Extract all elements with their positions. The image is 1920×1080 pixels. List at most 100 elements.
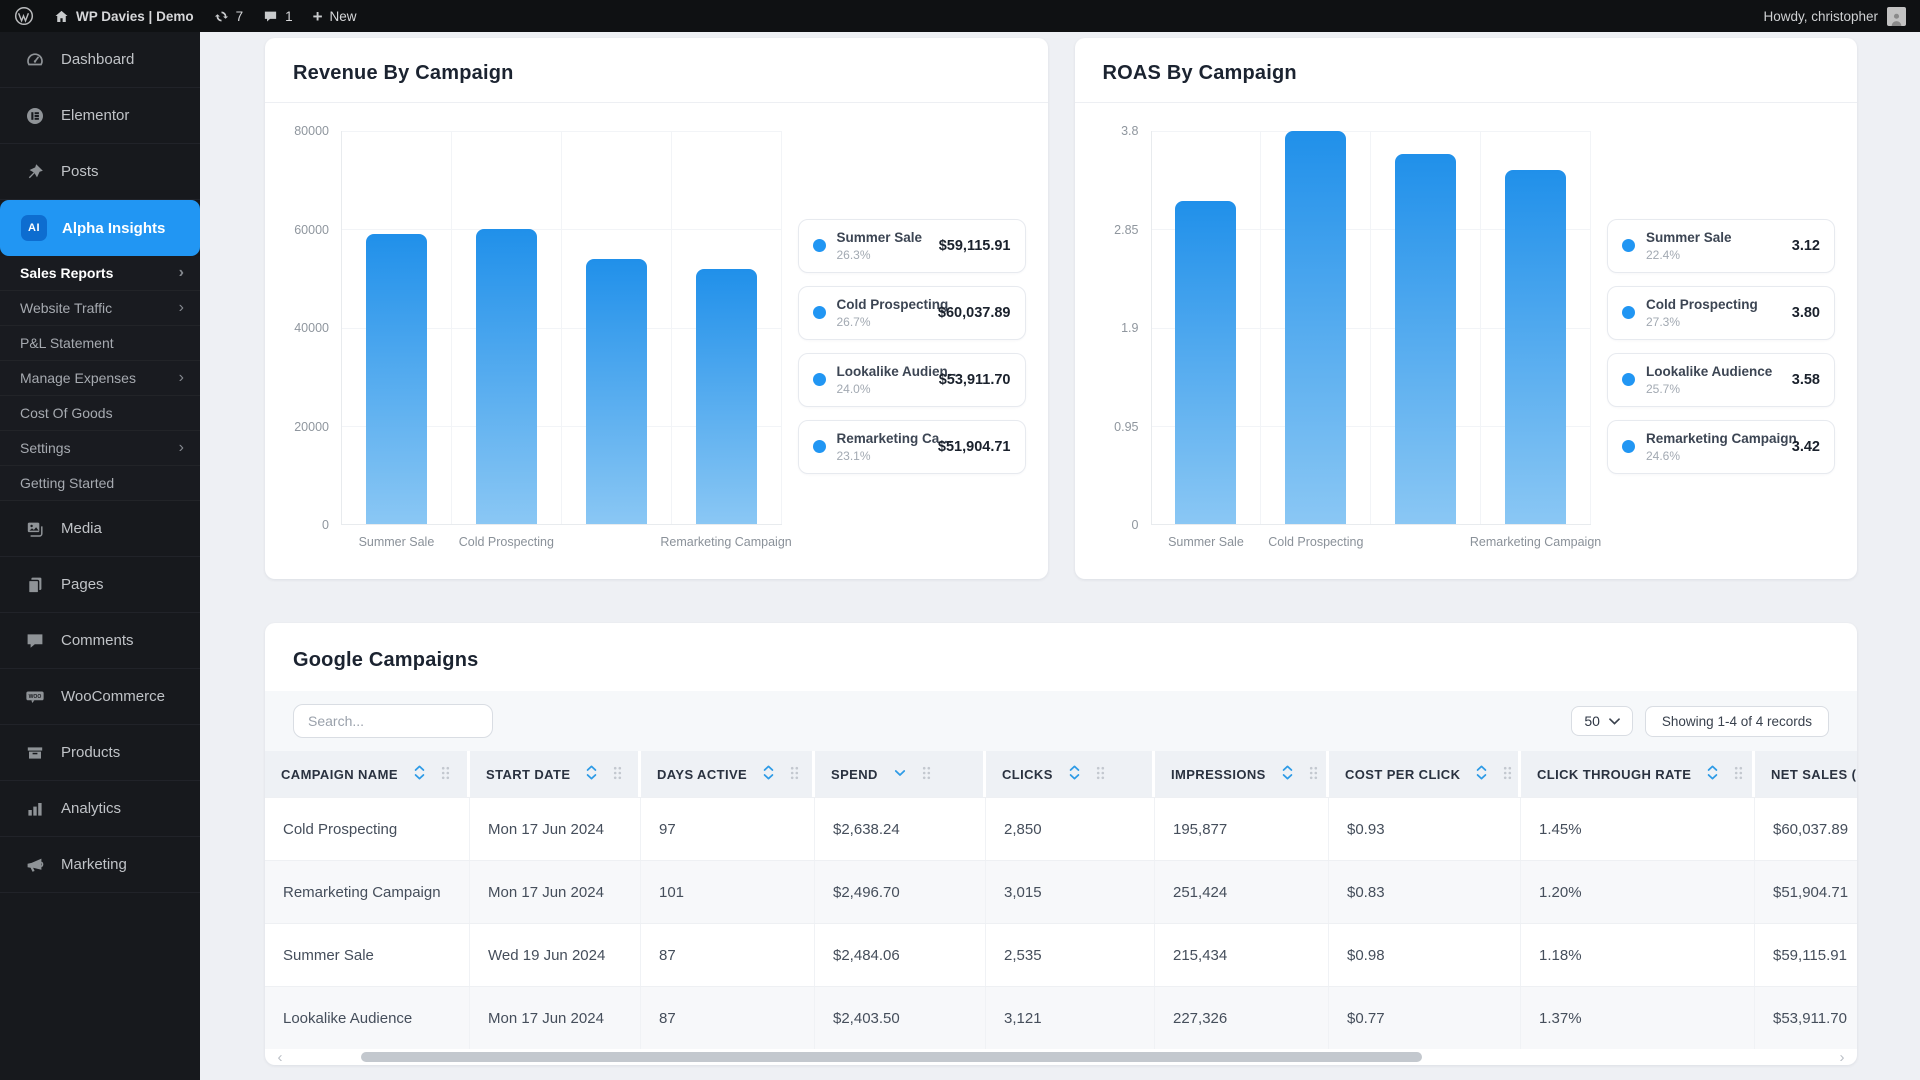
table-cell: $59,115.91 (1755, 924, 1857, 986)
drag-handle-icon[interactable] (1503, 766, 1512, 783)
alpha-insights-icon: AI (21, 215, 47, 241)
sort-icon[interactable] (1476, 765, 1487, 783)
sidebar-item-elementor[interactable]: Elementor (0, 88, 200, 144)
site-name: WP Davies | Demo (76, 8, 194, 24)
column-header-campaign-name[interactable]: CAMPAIGN NAME (265, 751, 470, 797)
column-label: DAYS ACTIVE (657, 766, 748, 782)
sort-icon[interactable] (586, 765, 597, 783)
column-header-start-date[interactable]: START DATE (470, 751, 641, 797)
drag-handle-icon[interactable] (922, 766, 931, 783)
legend-percent: 24.6% (1646, 448, 1681, 463)
submenu-item-sales-reports[interactable]: Sales Reports › (0, 256, 200, 291)
column-header-clicks[interactable]: CLICKS (986, 751, 1155, 797)
table-cell: 97 (641, 798, 815, 860)
bar-cold-prospecting[interactable] (1285, 131, 1347, 524)
legend-percent: 27.3% (1646, 314, 1681, 329)
bar-cold-prospecting[interactable] (475, 229, 537, 524)
site-link[interactable]: WP Davies | Demo (54, 9, 194, 24)
submenu-item-settings[interactable]: Settings › (0, 431, 200, 466)
table-cell: 215,434 (1155, 924, 1329, 986)
drag-handle-icon[interactable] (790, 766, 799, 783)
legend-value: $53,911.70 (938, 371, 1011, 388)
submenu-item-label: Settings (20, 440, 71, 456)
scroll-right-icon[interactable]: › (1839, 1048, 1845, 1065)
table-cell: $2,403.50 (815, 987, 986, 1049)
sidebar-item-label: Media (61, 520, 102, 537)
sort-icon[interactable] (414, 765, 425, 783)
wordpress-logo-icon[interactable] (14, 6, 34, 26)
column-header-days-active[interactable]: DAYS ACTIVE (641, 751, 815, 797)
bar-summer-sale[interactable] (1175, 201, 1237, 524)
sort-icon[interactable] (1282, 765, 1293, 783)
column-header-impressions[interactable]: IMPRESSIONS (1155, 751, 1329, 797)
drag-handle-icon[interactable] (1096, 766, 1105, 783)
table-header-row: CAMPAIGN NAME START DATE DAYS ACTIVE SPEND C… (265, 751, 1857, 797)
submenu-item-website-traffic[interactable]: Website Traffic › (0, 291, 200, 326)
sidebar-item-dashboard[interactable]: Dashboard (0, 32, 200, 88)
drag-handle-icon[interactable] (613, 766, 622, 783)
submenu-item-cost-of-goods[interactable]: Cost Of Goods (0, 396, 200, 431)
legend-item-remarketing-campaign[interactable]: Remarketing Campaign 24.6% 3.42 (1607, 419, 1835, 474)
bar-remarketing-campaign[interactable] (695, 269, 757, 524)
sidebar-item-posts[interactable]: Posts (0, 144, 200, 200)
plot-area: Summer Sale Cold Prospecting Remarketing C… (1150, 131, 1601, 549)
column-header-click-through-rate[interactable]: CLICK THROUGH RATE (1521, 751, 1755, 797)
legend-name: Cold Prospecting (1646, 296, 1758, 312)
scrollbar-track[interactable] (292, 1052, 1830, 1062)
legend-name: Lookalike Audien… (836, 363, 962, 379)
sidebar-item-pages[interactable]: Pages (0, 557, 200, 613)
horizontal-scrollbar: ‹ › (265, 1049, 1857, 1065)
chevron-right-icon: › (178, 439, 184, 456)
legend-item-cold-prospecting[interactable]: Cold Prospecting 27.3% 3.80 (1607, 285, 1835, 340)
account-menu[interactable]: Howdy, christopher (1763, 6, 1906, 26)
submenu-item-p-l-statement[interactable]: P&L Statement (0, 326, 200, 361)
table-row-lookalike-audience: Lookalike Audience Mon 17 Jun 2024 87 $2,40… (265, 986, 1857, 1049)
column-header-cost-per-click[interactable]: COST PER CLICK (1329, 751, 1521, 797)
drag-handle-icon[interactable] (1734, 766, 1743, 783)
sidebar-item-woocommerce[interactable]: WOO WooCommerce (0, 669, 200, 725)
sort-icon[interactable] (1069, 765, 1080, 783)
search-input[interactable] (293, 704, 493, 738)
legend-item-summer-sale[interactable]: Summer Sale 26.3% $59,115.91 (797, 218, 1026, 273)
table-row-remarketing-campaign: Remarketing Campaign Mon 17 Jun 2024 101 $2… (265, 860, 1857, 923)
bar-lookalike-audience[interactable] (585, 259, 647, 524)
sort-icon[interactable] (1707, 765, 1718, 783)
drag-handle-icon[interactable] (441, 766, 450, 783)
sort-desc-icon[interactable] (894, 765, 906, 783)
sidebar-item-comments[interactable]: Comments (0, 613, 200, 669)
bar-remarketing-campaign[interactable] (1505, 170, 1567, 524)
bar-lookalike-audience[interactable] (1395, 153, 1457, 524)
drag-handle-icon[interactable] (1309, 766, 1318, 783)
table-cell: Wed 19 Jun 2024 (470, 924, 641, 986)
sidebar-item-media[interactable]: Media (0, 501, 200, 557)
legend-item-cold-prospecting[interactable]: Cold Prospecting 26.7% $60,037.89 (797, 285, 1026, 340)
sidebar-item-alpha-insights[interactable]: AI Alpha Insights (0, 200, 200, 256)
updates-indicator[interactable]: 7 (214, 9, 243, 24)
page-size-select[interactable]: 50 (1571, 706, 1633, 736)
sidebar-item-products[interactable]: Products (0, 725, 200, 781)
table-cell: Mon 17 Jun 2024 (470, 861, 641, 923)
column-label: IMPRESSIONS (1171, 766, 1266, 782)
comments-indicator[interactable]: 1 (263, 9, 293, 24)
new-content-button[interactable]: + New (313, 8, 357, 25)
gridline (1151, 229, 1591, 231)
legend-item-summer-sale[interactable]: Summer Sale 22.4% 3.12 (1607, 218, 1835, 273)
submenu-item-manage-expenses[interactable]: Manage Expenses › (0, 361, 200, 396)
chart-category-cold-prospecting: Cold Prospecting (1261, 131, 1372, 549)
column-header-net-sales-in[interactable]: NET SALES (IN (1755, 751, 1857, 797)
table-body: Cold Prospecting Mon 17 Jun 2024 97 $2,638.… (265, 797, 1857, 1049)
legend-item-lookalike-audien[interactable]: Lookalike Audien… 24.0% $53,911.70 (797, 352, 1026, 407)
sidebar-item-analytics[interactable]: Analytics (0, 781, 200, 837)
scroll-left-icon[interactable]: ‹ (277, 1048, 283, 1065)
submenu-item-getting-started[interactable]: Getting Started (0, 466, 200, 501)
column-header-spend[interactable]: SPEND (815, 751, 986, 797)
scrollbar-thumb[interactable] (361, 1052, 1423, 1062)
chart-category-summer-sale: Summer Sale (1152, 131, 1262, 549)
sidebar-item-marketing[interactable]: Marketing (0, 837, 200, 893)
sidebar-item-label: Products (61, 744, 121, 761)
bar-summer-sale[interactable] (365, 233, 427, 524)
legend-item-lookalike-audience[interactable]: Lookalike Audience 25.7% 3.58 (1607, 352, 1835, 407)
legend-item-remarketing-ca[interactable]: Remarketing Ca… 23.1% $51,904.71 (797, 419, 1026, 474)
sort-icon[interactable] (763, 765, 774, 783)
table-cell: $2,484.06 (815, 924, 986, 986)
